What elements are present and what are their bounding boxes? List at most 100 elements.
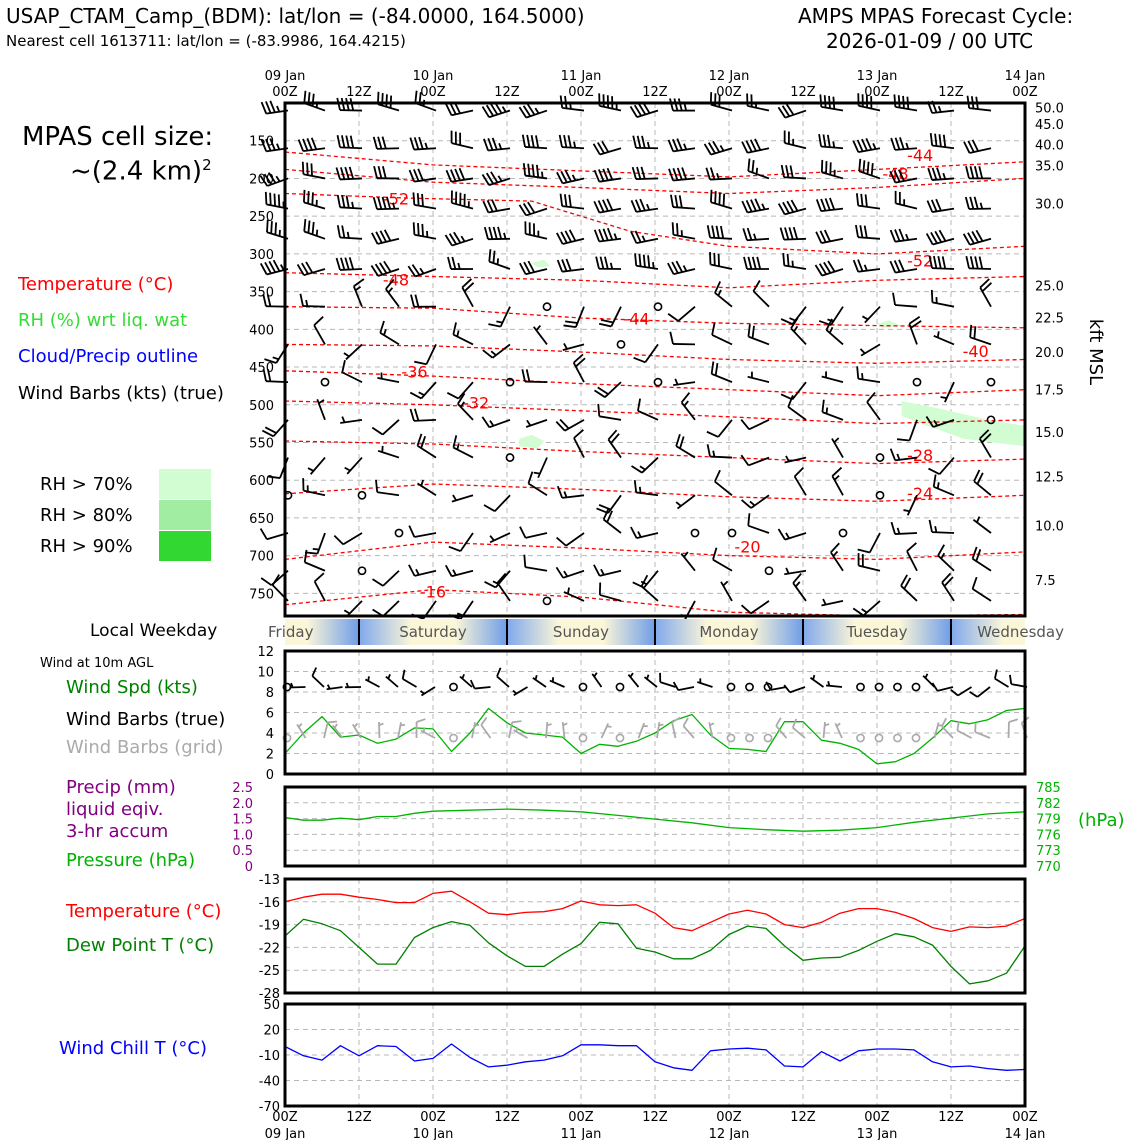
wind-barb-grid: [1007, 718, 1019, 739]
upper-air-wind-barb-staff: [895, 202, 918, 210]
upper-air-wind-barb-feather: [636, 166, 642, 180]
upper-air-wind-barb-staff: [377, 103, 400, 112]
upper-air-wind-barb: [779, 226, 807, 241]
upper-air-wind-barb: [542, 302, 552, 312]
upper-air-wind-barb: [357, 490, 367, 500]
upper-air-wind-barb: [890, 521, 918, 535]
wind-barb-true-half-feather: [345, 682, 350, 688]
temperature-contour-label: -52: [907, 251, 933, 270]
weekday-label: Monday: [699, 623, 758, 641]
upper-air-wind-barb-calm: [986, 415, 996, 425]
upper-air-wind-barb-feather: [714, 469, 721, 482]
upper-air-wind-barb-half-feather: [497, 175, 503, 182]
wind-barb-true-feather: [401, 669, 406, 680]
upper-air-wind-barb-feather: [969, 256, 975, 269]
upper-air-wind-barb-feather: [382, 166, 387, 179]
wind-barb-grid: [296, 722, 307, 739]
upper-air-wind-barb: [304, 532, 326, 555]
wind-barb-grid-calm: [763, 733, 773, 743]
upper-air-wind-barb-half-feather: [567, 587, 570, 594]
upper-air-wind-barb: [296, 261, 326, 277]
wind10-tick-label: 8: [266, 686, 274, 701]
upper-air-wind-barb-half-feather: [318, 399, 325, 405]
upper-air-wind-barb-half-feather: [351, 201, 355, 209]
upper-air-wind-barb: [815, 229, 844, 244]
upper-air-wind-barb-feather: [385, 278, 395, 290]
upper-air-wind-barb: [741, 494, 770, 509]
upper-air-wind-barb-feather: [307, 191, 310, 204]
legend-dewpoint: Dew Point T (°C): [66, 935, 215, 956]
cell-size-value: ~(2.4 km)2: [70, 156, 212, 187]
upper-air-wind-barb-half-feather: [600, 568, 605, 576]
wind-barb-grid-staff: [974, 731, 991, 739]
upper-air-wind-barb-calm: [542, 302, 552, 312]
upper-air-wind-barb-feather: [857, 548, 871, 554]
upper-air-wind-barb-staff: [783, 176, 807, 180]
upper-air-wind-barb-staff: [382, 419, 400, 436]
wind-barb-true: [469, 679, 491, 690]
upper-air-wind-barb-half-feather: [863, 264, 868, 271]
upper-air-wind-barb-staff: [537, 457, 548, 479]
upper-air-wind-barb-feather: [822, 134, 827, 147]
upper-air-wind-barb: [335, 166, 363, 181]
upper-air-wind-barb-feather: [420, 435, 427, 449]
upper-air-wind-barb-feather: [496, 572, 507, 584]
upper-air-wind-barb-half-feather: [940, 552, 946, 560]
upper-air-wind-barb-feather: [718, 192, 721, 205]
wind-barb-grid: [911, 733, 921, 743]
upper-air-wind-barb-feather: [906, 542, 917, 552]
upper-air-wind-barb: [986, 377, 996, 387]
rh-level-label: RH > 70%: [40, 474, 133, 495]
upper-air-wind-barb-feather: [266, 219, 269, 233]
upper-air-wind-barb: [598, 306, 622, 328]
upper-air-wind-barb-feather: [633, 479, 638, 493]
upper-air-wind-barb-staff: [496, 582, 511, 602]
upper-air-wind-barb-staff: [316, 532, 326, 554]
upper-air-wind-barb-feather: [559, 418, 570, 430]
upper-air-wind-barb-feather: [641, 135, 646, 149]
upper-air-wind-barb: [343, 343, 363, 361]
legend-wind-speed: Wind Spd (kts): [66, 677, 198, 698]
temperature-contour-label: -16: [420, 583, 446, 602]
upper-air-wind-barb: [653, 302, 663, 312]
upper-air-wind-barb-feather: [597, 200, 605, 213]
upper-air-wind-barb-half-feather: [419, 267, 425, 274]
upper-air-wind-barb-staff: [969, 107, 992, 112]
upper-air-wind-barb-feather: [630, 200, 638, 213]
precip-tick-label: 1.0: [232, 828, 253, 843]
upper-air-wind-barb: [320, 377, 330, 387]
upper-air-wind-barb-feather: [305, 261, 314, 274]
upper-air-wind-barb: [630, 230, 659, 244]
upper-air-wind-barb: [821, 598, 844, 607]
upper-air-wind-barb-half-feather: [418, 391, 425, 396]
upper-air-wind-barb-feather: [938, 134, 942, 147]
upper-air-wind-barb-feather: [386, 196, 392, 210]
upper-air-wind-barb: [937, 544, 955, 572]
upper-air-wind-barb-feather: [780, 393, 793, 401]
upper-air-wind-barb-feather: [746, 227, 753, 241]
upper-air-wind-barb-half-feather: [489, 420, 495, 427]
temp-tick-label: -25: [259, 964, 280, 979]
upper-air-wind-barb: [481, 416, 511, 429]
upper-air-wind-barb-staff: [747, 524, 770, 534]
wind-barb-grid-calm: [615, 733, 625, 743]
upper-air-wind-barb-feather: [900, 574, 908, 587]
pressure-tick-label: 400: [249, 323, 274, 338]
upper-air-wind-barb: [925, 229, 955, 246]
upper-air-wind-barb-staff: [793, 476, 807, 496]
upper-air-wind-barb-feather: [631, 166, 637, 180]
upper-air-wind-barb-feather: [297, 139, 305, 152]
temperature-contour-label: -24: [907, 484, 933, 503]
upper-air-wind-barb-staff: [821, 375, 844, 384]
kft-tick-label: 17.5: [1035, 384, 1064, 399]
upper-air-wind-barb-feather: [676, 167, 683, 180]
upper-air-wind-barb-calm: [616, 340, 626, 349]
upper-air-wind-barb: [372, 570, 400, 587]
wind-barb-true: [969, 686, 991, 698]
wind-barb-grid-half-feather: [658, 723, 664, 727]
upper-air-wind-barb-calm: [505, 453, 515, 462]
upper-air-wind-barb-feather: [593, 564, 601, 577]
upper-air-wind-barb-feather: [522, 105, 532, 117]
upper-air-wind-barb-staff: [858, 170, 881, 180]
upper-air-wind-barb: [969, 324, 992, 346]
